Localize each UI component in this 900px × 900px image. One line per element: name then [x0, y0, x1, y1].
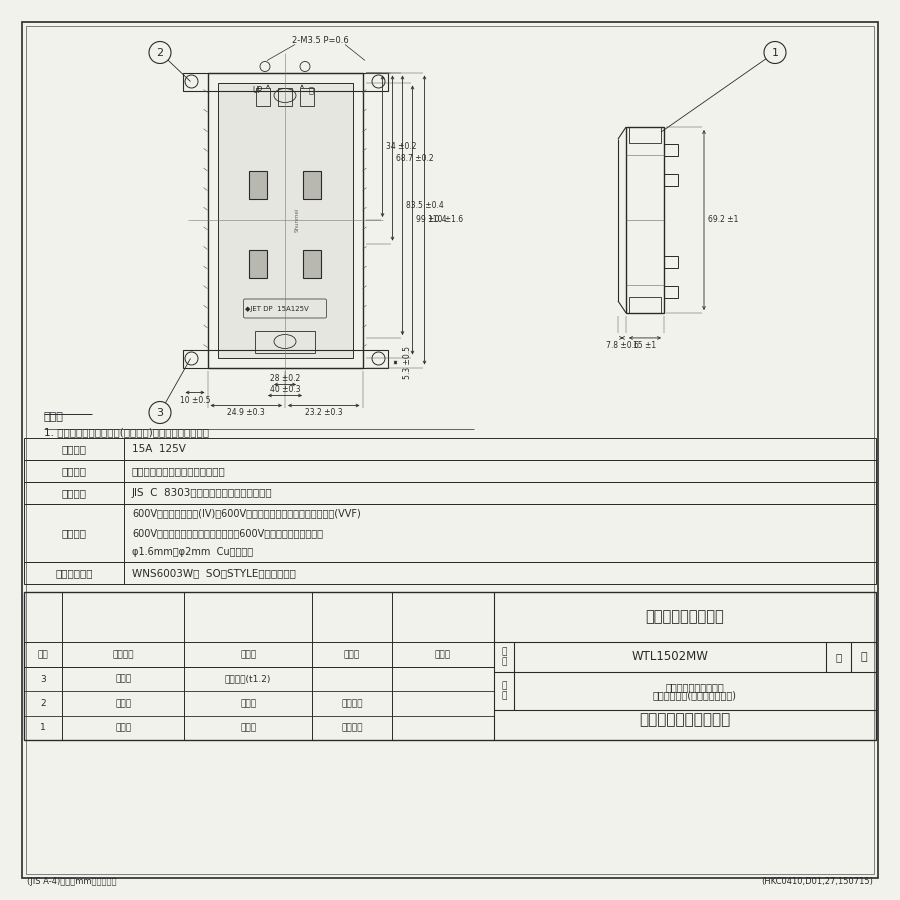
Bar — [24, 562, 876, 584]
Bar — [183, 73, 388, 91]
Text: JIS  C  8303（配線用差込接続器）による: JIS C 8303（配線用差込接続器）による — [132, 488, 273, 498]
Bar — [24, 482, 876, 504]
Text: ◆JET DP  15A125V: ◆JET DP 15A125V — [245, 305, 309, 311]
Bar — [218, 83, 353, 357]
Bar — [256, 87, 270, 105]
Bar — [303, 171, 321, 199]
Text: 2: 2 — [157, 48, 164, 58]
Text: 99 ±0.4: 99 ±0.4 — [416, 215, 446, 224]
Text: Shunmei: Shunmei — [294, 208, 300, 232]
Text: 1: 1 — [771, 48, 778, 58]
Bar — [664, 174, 678, 186]
Text: 上: 上 — [309, 86, 313, 95]
Text: 構成要素: 構成要素 — [112, 650, 134, 659]
Text: 1: 1 — [40, 724, 46, 733]
Text: 68.7 ±0.2: 68.7 ±0.2 — [395, 154, 433, 163]
Text: 注　記: 注 記 — [44, 412, 64, 422]
Text: UP: UP — [252, 86, 262, 95]
Text: WTL1502MW: WTL1502MW — [632, 651, 708, 663]
Text: 23.2 ±0.3: 23.2 ±0.3 — [305, 408, 343, 417]
Text: 28 ±0.2: 28 ±0.2 — [270, 374, 300, 383]
Text: 2: 2 — [40, 699, 46, 708]
Text: 34 ±0.2: 34 ±0.2 — [385, 141, 416, 150]
Text: 番号: 番号 — [38, 650, 49, 659]
Text: 適合電線: 適合電線 — [61, 528, 86, 538]
Bar — [629, 297, 661, 313]
Bar — [24, 460, 876, 482]
Text: 69.2 ±1: 69.2 ±1 — [708, 215, 738, 224]
Text: WNS6003W等  SO－STYLEプレート系列: WNS6003W等 SO－STYLEプレート系列 — [132, 568, 296, 578]
Text: 2-M3.5 P=0.6: 2-M3.5 P=0.6 — [292, 36, 348, 45]
Text: 定　　格: 定 格 — [61, 444, 86, 454]
Text: 備　考: 備 考 — [435, 650, 451, 659]
Bar — [24, 438, 876, 460]
Text: φ1.6mm、φ2mm  Cu単線専用: φ1.6mm、φ2mm Cu単線専用 — [132, 547, 253, 557]
Bar — [664, 285, 678, 298]
Bar — [626, 127, 664, 313]
Text: ホワイト: ホワイト — [341, 699, 363, 708]
Text: (HKC0410,D01,27,150715): (HKC0410,D01,27,150715) — [761, 877, 873, 886]
Text: ユリア: ユリア — [240, 724, 256, 733]
Text: 5.3 ±0.5: 5.3 ±0.5 — [402, 346, 411, 379]
Bar — [255, 330, 315, 353]
Text: 材　料: 材 料 — [240, 650, 256, 659]
Bar — [629, 127, 661, 143]
Text: 15A  125V: 15A 125V — [132, 444, 186, 454]
Text: (JIS A-4)　単位mm　第三角法: (JIS A-4) 単位mm 第三角法 — [27, 877, 116, 886]
Text: 埋込ダブルコンセント: 埋込ダブルコンセント — [666, 682, 724, 692]
Text: ボディ: ボディ — [115, 724, 131, 733]
Text: 3: 3 — [40, 675, 46, 684]
Text: 3: 3 — [157, 408, 164, 418]
Text: 15 ±1: 15 ±1 — [634, 341, 657, 350]
Text: 改: 改 — [835, 652, 842, 662]
Text: 電気用品安全法（特定電気用品）: 電気用品安全法（特定電気用品） — [132, 466, 226, 476]
Bar — [278, 87, 292, 105]
Bar — [24, 592, 876, 740]
Text: 品
番: 品 番 — [501, 647, 507, 667]
Bar — [249, 250, 267, 278]
Text: 24.9 ±0.3: 24.9 ±0.3 — [228, 408, 266, 417]
Text: 110 ±1.6: 110 ±1.6 — [428, 215, 463, 224]
Text: 取付枠: 取付枠 — [115, 675, 131, 684]
Bar — [24, 504, 876, 562]
Text: パナソニック株式会社: パナソニック株式会社 — [639, 713, 731, 727]
Text: 品
名: 品 名 — [501, 681, 507, 701]
Bar — [664, 144, 678, 157]
Text: グリーン: グリーン — [341, 724, 363, 733]
Text: 600Vビニル絶縁電線(IV)、600Vビニル絶縁ビニルシースケーブル(VVF): 600Vビニル絶縁電線(IV)、600Vビニル絶縁ビニルシースケーブル(VVF) — [132, 508, 361, 518]
Bar — [664, 256, 678, 268]
Text: 600V耐燃性ポリエチレン絶縁電線、600Vポリエチレンケーブル: 600V耐燃性ポリエチレン絶縁電線、600Vポリエチレンケーブル — [132, 528, 323, 538]
Text: －: － — [860, 652, 867, 662]
Bar — [183, 349, 388, 367]
Text: 亜鉛鋼板(t1.2): 亜鉛鋼板(t1.2) — [225, 675, 271, 684]
Text: 参考規格: 参考規格 — [61, 488, 86, 498]
Text: 適合法規: 適合法規 — [61, 466, 86, 476]
Bar — [208, 73, 363, 367]
Text: 40 ±0.3: 40 ±0.3 — [270, 385, 301, 394]
Bar — [300, 87, 314, 105]
Text: 83.5 ±0.4: 83.5 ±0.4 — [406, 201, 443, 210]
Text: 商　品　仕　様　図: 商 品 仕 様 図 — [645, 609, 724, 625]
Text: 色　彩: 色 彩 — [344, 650, 360, 659]
Text: 7.8 ±0.6: 7.8 ±0.6 — [606, 341, 638, 350]
Text: 適用プレート: 適用プレート — [55, 568, 93, 578]
Text: カバー: カバー — [115, 699, 131, 708]
Bar — [249, 171, 267, 199]
Text: （金属枠付）(マットホワイト): （金属枠付）(マットホワイト) — [653, 690, 737, 700]
Text: 10 ±0.5: 10 ±0.5 — [180, 396, 211, 405]
Text: 1. 表面は、マット仕上げ(シボ加工)となっております。: 1. 表面は、マット仕上げ(シボ加工)となっております。 — [44, 427, 209, 437]
Bar — [303, 250, 321, 278]
Text: ユリア: ユリア — [240, 699, 256, 708]
